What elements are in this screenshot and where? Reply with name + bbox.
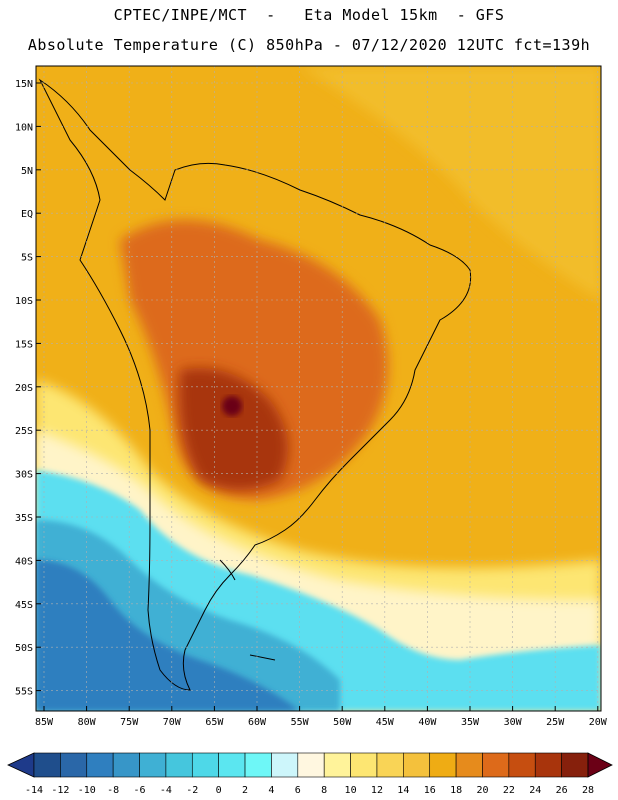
- map-frame: [35, 65, 602, 712]
- colorbar-segment: [350, 752, 378, 778]
- colorbar-label: -4: [160, 785, 172, 796]
- colorbar-segment: [323, 752, 351, 778]
- colorbar-label: -8: [107, 785, 119, 796]
- coldest-air-mass: [36, 560, 300, 711]
- lat-label: 40S: [15, 556, 33, 567]
- colorbar-label: -12: [51, 785, 69, 796]
- lon-label: 55W: [291, 717, 310, 728]
- falklands: [249, 654, 276, 661]
- map-title: CPTEC/INPE/MCT - Eta Model 15km - GFS: [113, 6, 505, 24]
- colorbar-label: -2: [186, 785, 198, 796]
- colorbar-segment: [191, 752, 219, 778]
- colorbar-segment: [508, 752, 536, 778]
- colorbar-label: 22: [503, 785, 515, 796]
- lon-label: 25W: [546, 717, 565, 728]
- colorbar-under-triangle: [7, 752, 35, 778]
- colorbar-label: 10: [345, 785, 357, 796]
- colorbar-label: -10: [78, 785, 96, 796]
- colorbar-segment: [455, 752, 483, 778]
- lon-label: 40W: [418, 717, 437, 728]
- colorbar-label: 20: [476, 785, 488, 796]
- colorbar-label: 8: [321, 785, 327, 796]
- colorbar-segment: [429, 752, 457, 778]
- lat-label: 15S: [15, 339, 33, 350]
- lon-label: 20W: [589, 717, 608, 728]
- temperature-field: [36, 66, 601, 711]
- south-america-coast: [38, 78, 472, 691]
- lat-label: 50S: [15, 643, 33, 654]
- colorbar-label: -6: [134, 785, 146, 796]
- colorbar-segment: [33, 752, 61, 778]
- lon-label: 30W: [504, 717, 523, 728]
- colorbar-segment: [244, 752, 272, 778]
- axes: 15N 10N 5N EQ 5S 10S 15S 20S 25S 30S 35S 40S 45S 50S 5…: [15, 79, 608, 728]
- colorbar-label: 2: [242, 785, 248, 796]
- colorbar-label: 6: [295, 785, 301, 796]
- colorbar-segment: [403, 752, 431, 778]
- lon-label: 60W: [248, 717, 267, 728]
- lat-label: 55S: [15, 687, 33, 698]
- coast-detail: [219, 559, 236, 581]
- colorbar-label: 12: [371, 785, 383, 796]
- colorbar-label: -14: [25, 785, 43, 796]
- lat-label: 35S: [15, 513, 33, 524]
- lon-label: 70W: [163, 717, 182, 728]
- colorbar-label: 26: [556, 785, 568, 796]
- colorbar-segment: [561, 752, 589, 778]
- colorbar: -14 -12 -10 -8 -6 -4 -2 0 2 4 6 8 10 12 14 16 18 20 22 24 26…: [7, 752, 613, 796]
- colorbar-label: 28: [582, 785, 594, 796]
- colorbar-segment: [482, 752, 510, 778]
- colorbar-segment: [86, 752, 114, 778]
- colorbar-label: 18: [450, 785, 462, 796]
- lon-label: 65W: [205, 717, 224, 728]
- lat-label: 15N: [15, 79, 33, 90]
- colorbar-segment: [112, 752, 140, 778]
- colorbar-segment: [376, 752, 404, 778]
- colorbar-label: 4: [268, 785, 274, 796]
- hottest-spot: [222, 396, 242, 416]
- colorbar-segment: [60, 752, 88, 778]
- colorbar-segment: [218, 752, 246, 778]
- colorbar-label: 16: [424, 785, 436, 796]
- lat-label: 5S: [21, 253, 33, 264]
- lon-label: 85W: [35, 717, 54, 728]
- north-band: [300, 66, 601, 300]
- colorbar-over-triangle: [587, 752, 613, 778]
- very-hot-area: [179, 368, 288, 490]
- lat-label: EQ: [21, 209, 33, 220]
- lat-label: 45S: [15, 600, 33, 611]
- lon-label: 50W: [333, 717, 352, 728]
- colorbar-label: 24: [529, 785, 541, 796]
- colorbar-segment: [139, 752, 167, 778]
- colorbar-segment: [534, 752, 562, 778]
- colorbar-segment: [271, 752, 299, 778]
- lon-label: 35W: [461, 717, 480, 728]
- lon-label: 75W: [120, 717, 139, 728]
- lat-label: 30S: [15, 470, 33, 481]
- lon-label: 80W: [78, 717, 97, 728]
- colorbar-label: 14: [397, 785, 409, 796]
- lat-label: 10S: [15, 296, 33, 307]
- lat-label: 5N: [21, 166, 33, 177]
- graticule: [36, 66, 601, 711]
- lat-label: 20S: [15, 383, 33, 394]
- coastlines: [38, 78, 472, 691]
- colorbar-segment: [297, 752, 325, 778]
- colorbar-segment: [165, 752, 193, 778]
- lat-label: 10N: [15, 122, 33, 133]
- colorbar-label: 0: [216, 785, 222, 796]
- map-subtitle: Absolute Temperature (C) 850hPa - 07/12/…: [27, 36, 591, 54]
- lon-label: 45W: [376, 717, 395, 728]
- lat-label: 25S: [15, 426, 33, 437]
